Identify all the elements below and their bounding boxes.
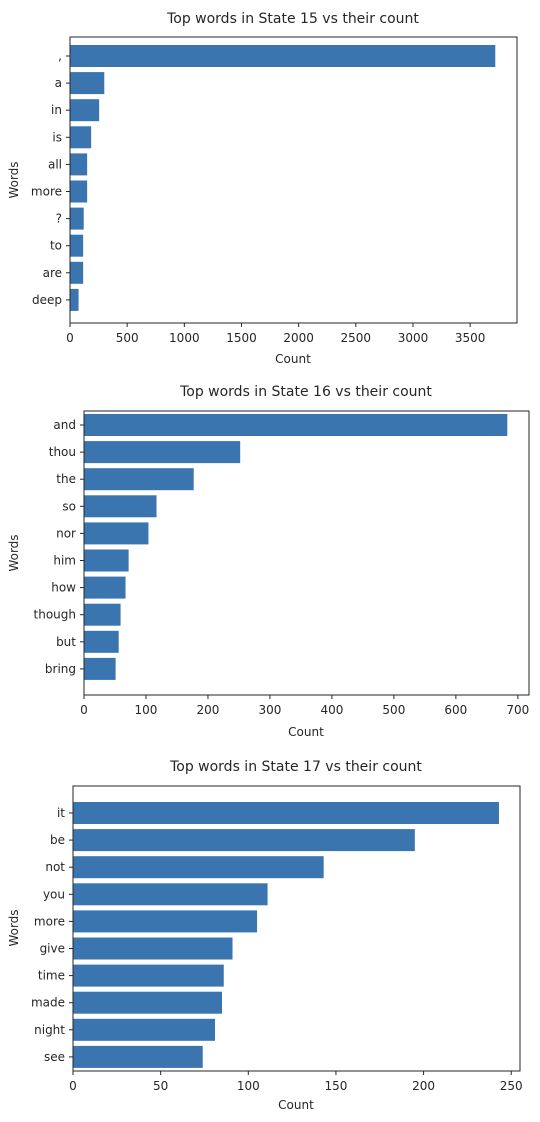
bar-5 bbox=[84, 549, 129, 572]
chart-state-17: Top words in State 17 vs their count it b… bbox=[7, 759, 523, 1112]
x-tick-label: 200 bbox=[412, 1079, 435, 1093]
bar-2 bbox=[70, 99, 100, 122]
bar-0 bbox=[70, 45, 496, 67]
bar-0 bbox=[84, 414, 508, 436]
x-tick-label: 700 bbox=[506, 703, 529, 717]
y-tick-label: are bbox=[43, 266, 62, 280]
y-tick-label: and bbox=[53, 418, 76, 432]
plot-frame bbox=[83, 410, 530, 696]
y-tick-label: how bbox=[51, 581, 76, 595]
y-tick-label: , bbox=[58, 49, 62, 63]
bar-7 bbox=[84, 603, 121, 626]
bar-1 bbox=[73, 829, 415, 852]
y-tick-label: made bbox=[31, 996, 65, 1010]
x-axis-label: Count bbox=[275, 352, 311, 366]
bar-6 bbox=[70, 207, 84, 230]
x-tick-label: 0 bbox=[80, 703, 88, 717]
y-tick-label: give bbox=[40, 942, 65, 956]
bar-3 bbox=[70, 126, 92, 149]
chart-title: Top words in State 15 vs their count bbox=[166, 11, 419, 27]
bar-8 bbox=[70, 261, 84, 284]
y-tick-label: the bbox=[56, 472, 76, 486]
chart-title: Top words in State 16 vs their count bbox=[179, 384, 432, 400]
x-tick-label: 250 bbox=[500, 1079, 523, 1093]
y-tick-label: is bbox=[52, 130, 62, 144]
y-axis-label: Words bbox=[7, 909, 21, 946]
x-axis-label: Count bbox=[278, 1098, 314, 1112]
x-tick-label: 3500 bbox=[455, 331, 486, 345]
y-tick-label: though bbox=[34, 608, 76, 622]
bar-4 bbox=[70, 153, 88, 176]
chart-state-16: Top words in State 16 vs their count and… bbox=[7, 384, 530, 739]
bar-5 bbox=[70, 180, 88, 203]
bar-8 bbox=[84, 630, 119, 653]
x-tick-label: 2000 bbox=[283, 331, 314, 345]
x-tick-label: 100 bbox=[135, 703, 158, 717]
bar-9 bbox=[70, 288, 79, 311]
x-tick-label: 500 bbox=[382, 703, 405, 717]
y-tick-label: so bbox=[62, 499, 76, 513]
bar-5 bbox=[73, 937, 233, 960]
x-tick-label: 100 bbox=[237, 1079, 260, 1093]
plot-frame bbox=[69, 36, 518, 324]
y-tick-label: night bbox=[34, 1023, 65, 1037]
x-tick-label: 400 bbox=[320, 703, 343, 717]
bar-2 bbox=[73, 856, 324, 879]
y-tick-label: see bbox=[44, 1050, 65, 1064]
bar-3 bbox=[73, 883, 268, 906]
bar-4 bbox=[73, 910, 258, 933]
y-tick-label: him bbox=[53, 554, 76, 568]
bar-4 bbox=[84, 522, 149, 545]
x-tick-label: 0 bbox=[69, 1079, 77, 1093]
y-tick-label: nor bbox=[56, 526, 76, 540]
plot-frame bbox=[72, 785, 521, 1072]
x-tick-label: 500 bbox=[116, 331, 139, 345]
bar-7 bbox=[70, 234, 84, 257]
y-tick-label: be bbox=[50, 833, 65, 847]
y-tick-label: ? bbox=[56, 212, 62, 226]
y-tick-label: thou bbox=[49, 445, 76, 459]
bar-9 bbox=[73, 1045, 203, 1068]
chart-state-15: Top words in State 15 vs their count ,ai… bbox=[7, 11, 518, 366]
bar-1 bbox=[70, 72, 105, 95]
bar-3 bbox=[84, 495, 157, 518]
bar-6 bbox=[73, 964, 224, 987]
y-tick-label: to bbox=[50, 239, 62, 253]
y-tick-label: all bbox=[48, 157, 62, 171]
bar-7 bbox=[73, 991, 222, 1014]
x-tick-label: 150 bbox=[324, 1079, 347, 1093]
bar-9 bbox=[84, 657, 116, 680]
x-tick-label: 3000 bbox=[398, 331, 429, 345]
bar-8 bbox=[73, 1018, 215, 1041]
bar-1 bbox=[84, 441, 241, 464]
y-tick-label: a bbox=[55, 76, 62, 90]
y-tick-label: not bbox=[45, 860, 65, 874]
bar-0 bbox=[73, 802, 499, 824]
y-tick-label: deep bbox=[32, 293, 62, 307]
y-tick-label: time bbox=[38, 969, 65, 983]
y-tick-label: you bbox=[43, 887, 65, 901]
y-tick-label: in bbox=[51, 103, 62, 117]
x-tick-label: 300 bbox=[258, 703, 281, 717]
x-axis-label: Count bbox=[288, 725, 324, 739]
y-tick-label: more bbox=[34, 914, 65, 928]
y-tick-label: more bbox=[31, 185, 62, 199]
y-tick-label: but bbox=[56, 635, 76, 649]
x-tick-label: 600 bbox=[444, 703, 467, 717]
x-tick-label: 200 bbox=[197, 703, 220, 717]
y-axis-label: Words bbox=[7, 161, 21, 198]
bar-2 bbox=[84, 468, 194, 491]
x-tick-label: 50 bbox=[153, 1079, 168, 1093]
y-tick-label: bring bbox=[45, 662, 76, 676]
y-tick-label: it bbox=[57, 806, 65, 820]
chart-title: Top words in State 17 vs their count bbox=[169, 759, 422, 775]
bar-6 bbox=[84, 576, 126, 599]
x-tick-label: 2500 bbox=[341, 331, 372, 345]
y-axis-label: Words bbox=[7, 534, 21, 571]
x-tick-label: 1000 bbox=[169, 331, 200, 345]
x-tick-label: 0 bbox=[66, 331, 74, 345]
x-tick-label: 1500 bbox=[226, 331, 257, 345]
